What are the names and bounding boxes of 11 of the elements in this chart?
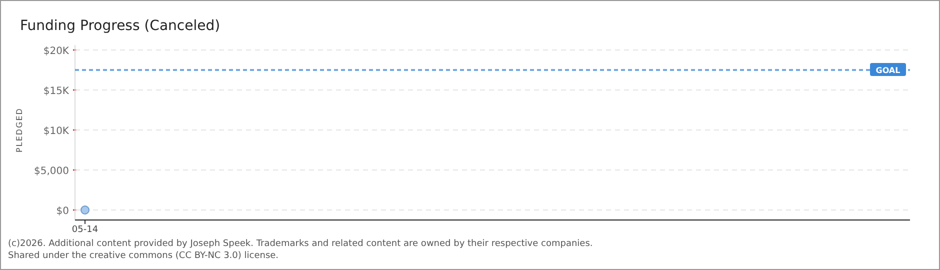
text: (c)2026. Additional content provided by Joseph Speek. Trademarks and related content are owned by their respective companies.: [8, 239, 593, 249]
x-tick-label: 05-14: [72, 225, 98, 235]
y-tick-label: $20K: [43, 46, 70, 57]
ref-line-label: GOAL: [876, 66, 900, 75]
y-tick-label: $0: [56, 206, 69, 217]
text: Shared under the creative commons (CC BY-NC 3.0) license.: [8, 251, 279, 261]
y-tick-label: $10K: [43, 126, 70, 137]
y-tick-label: $15K: [43, 86, 70, 97]
y-tick-label: $5,000: [34, 166, 69, 177]
y-axis-title: PLEDGED: [15, 108, 24, 152]
chart-title: Funding Progress (Canceled): [20, 18, 220, 34]
